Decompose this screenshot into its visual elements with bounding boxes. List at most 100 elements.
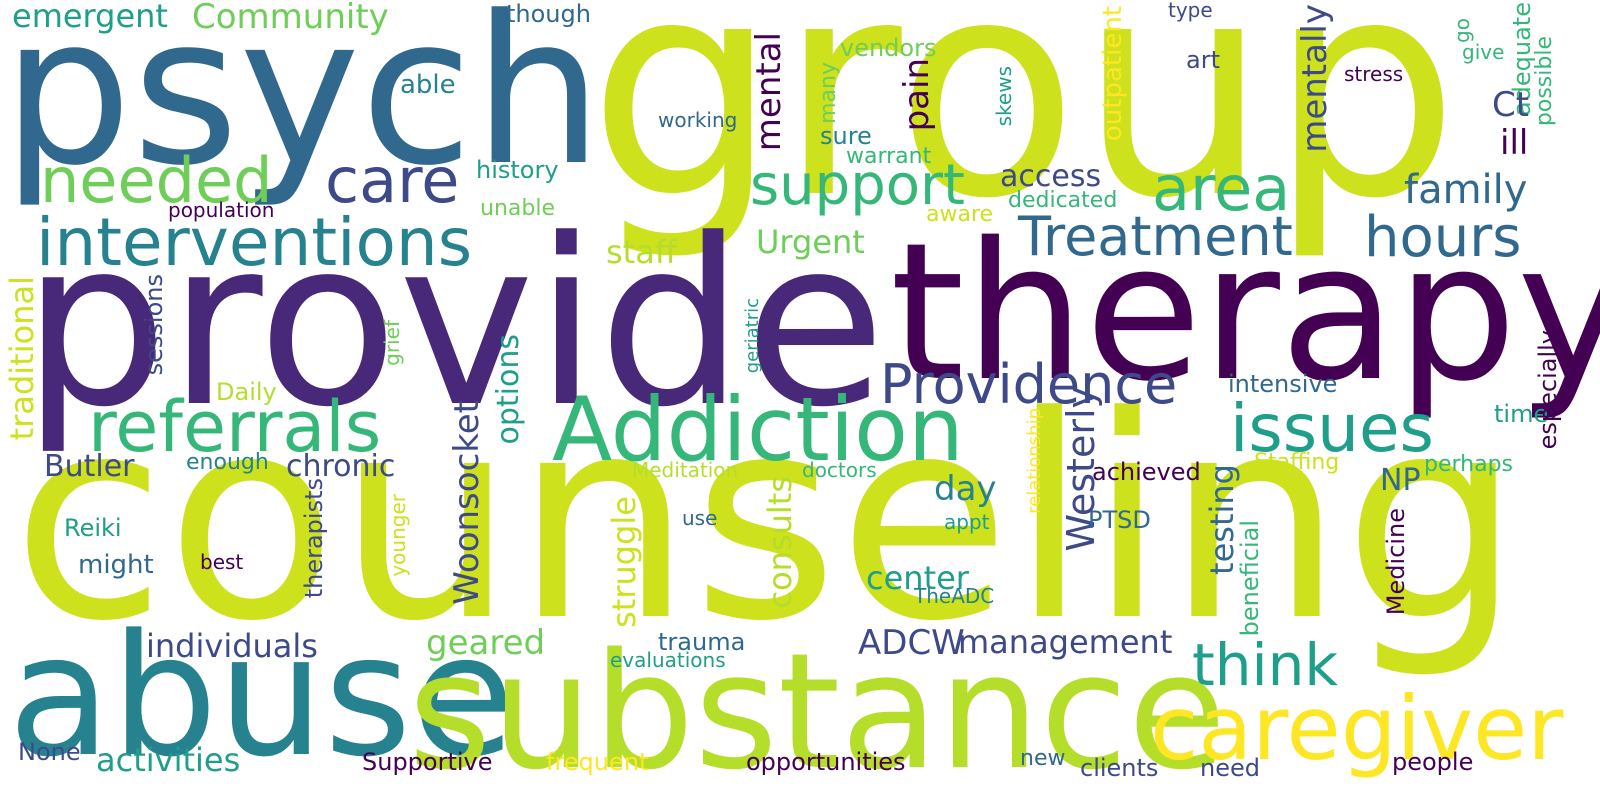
word-abuse: abuse xyxy=(8,598,515,794)
word-woonsocket: Woonsocket xyxy=(447,400,487,605)
word-pain: pain xyxy=(897,58,937,132)
word-doctors: doctors xyxy=(802,458,877,482)
word-urgent: Urgent xyxy=(756,223,865,261)
word-the-adc: TheADC xyxy=(914,584,995,608)
word-caregiver: caregiver xyxy=(1150,677,1564,780)
word-family: family xyxy=(1404,167,1528,213)
word-np: NP xyxy=(1380,463,1421,498)
word-area: area xyxy=(1152,152,1291,225)
word-working: working xyxy=(658,108,738,132)
word-history: history xyxy=(476,156,559,184)
word-evaluations: evaluations xyxy=(610,648,726,672)
word-trauma: trauma xyxy=(658,628,746,656)
word-issues: issues xyxy=(1230,390,1434,467)
word-geared: geared xyxy=(426,623,546,663)
word-community: Community xyxy=(192,0,389,37)
word-sure: sure xyxy=(820,122,872,150)
word-providence: Providence xyxy=(880,353,1178,416)
word-clients: clients xyxy=(1080,754,1159,782)
word-emergent: emergent xyxy=(12,0,168,35)
word-mentally: mentally xyxy=(1295,4,1335,153)
word-provide: provide xyxy=(22,191,886,458)
word-many: many xyxy=(816,62,841,124)
word-stress: stress xyxy=(1344,62,1404,86)
word-ill: ill xyxy=(1500,123,1529,163)
word-hours: hours xyxy=(1364,205,1522,270)
word-best: best xyxy=(200,550,244,574)
word-substance: substance xyxy=(408,618,1227,800)
word-unable: unable xyxy=(480,196,555,221)
word-none: None xyxy=(18,738,81,766)
word-options: options xyxy=(491,334,526,445)
word-referrals: referrals xyxy=(88,386,382,468)
word-reiki: Reiki xyxy=(64,514,122,542)
word-use: use xyxy=(682,506,718,530)
word-mental: mental xyxy=(749,32,789,152)
word-center: center xyxy=(866,559,969,597)
word-counseling: counseling xyxy=(12,357,1522,683)
word-relationship: relationship xyxy=(1024,408,1045,514)
word-group: group xyxy=(588,0,1460,264)
word-staffing: Staffing xyxy=(1254,450,1340,475)
word-aware: aware xyxy=(926,202,994,227)
word-supportive: Supportive xyxy=(362,748,493,776)
word-might: might xyxy=(78,550,154,580)
word-therapy: therapy xyxy=(890,202,1600,423)
word-need: need xyxy=(1200,754,1260,782)
word-skews: skews xyxy=(992,66,1016,127)
word-individuals: individuals xyxy=(146,627,318,665)
word-type: type xyxy=(1168,0,1213,22)
word-geriatric: geriatric xyxy=(742,298,763,374)
word-day: day xyxy=(934,469,997,509)
word-give: give xyxy=(1462,40,1505,64)
word-chronic: chronic xyxy=(286,449,396,484)
word-staff: staff xyxy=(606,233,677,271)
word-possible: possible xyxy=(1532,36,1557,127)
word-frequent: frequent xyxy=(546,748,649,776)
word-interventions: interventions xyxy=(36,204,473,281)
word-testing: testing xyxy=(1203,464,1241,575)
word-struggle: struggle xyxy=(605,496,643,628)
word-treatment: Treatment xyxy=(1018,205,1293,268)
word-though: though xyxy=(506,0,591,28)
word-addiction: Addiction xyxy=(552,378,964,481)
word-sessions: sessions xyxy=(140,274,168,376)
word-younger: younger xyxy=(386,494,410,577)
word-warrant: warrant xyxy=(846,144,932,169)
word-management: management xyxy=(958,623,1173,661)
word-time: time xyxy=(1494,400,1549,428)
word-able: able xyxy=(400,70,456,100)
word-dedicated: dedicated xyxy=(1008,188,1118,213)
word-meditation: Meditation xyxy=(632,458,739,482)
word-population: population xyxy=(168,198,275,222)
word-access: access xyxy=(1000,159,1102,194)
word-opportunities: opportunities xyxy=(746,748,906,776)
word-especially: especially xyxy=(1534,330,1562,450)
word-perhaps: perhaps xyxy=(1424,452,1514,477)
word-enough: enough xyxy=(186,450,269,475)
word-medicine: Medicine xyxy=(1382,508,1410,616)
word-consults: consults xyxy=(761,476,799,609)
word-psych: psych xyxy=(2,0,603,211)
word-needed: needed xyxy=(40,144,273,217)
word-art: art xyxy=(1186,46,1220,74)
word-vendors: vendors xyxy=(840,34,937,62)
word-intensive: intensive xyxy=(1228,370,1338,398)
word-daily: Daily xyxy=(216,378,277,406)
word-outpatient: outpatient xyxy=(1098,6,1128,142)
word-ct: Ct xyxy=(1492,85,1530,125)
word-achieved: achieved xyxy=(1092,458,1201,486)
word-activities: activities xyxy=(96,741,241,779)
word-adcw: ADCW xyxy=(858,623,965,663)
word-think: think xyxy=(1192,631,1338,699)
word-people: people xyxy=(1392,748,1474,776)
word-butler: Butler xyxy=(44,449,135,484)
word-beneficial: beneficial xyxy=(1236,520,1264,637)
word-care: care xyxy=(325,144,460,217)
word-support: support xyxy=(750,153,966,218)
word-ptsd: PTSD xyxy=(1088,506,1151,534)
word-traditional: traditional xyxy=(3,276,41,441)
word-appt: appt xyxy=(944,510,990,534)
word-therapists: therapists xyxy=(300,478,328,599)
